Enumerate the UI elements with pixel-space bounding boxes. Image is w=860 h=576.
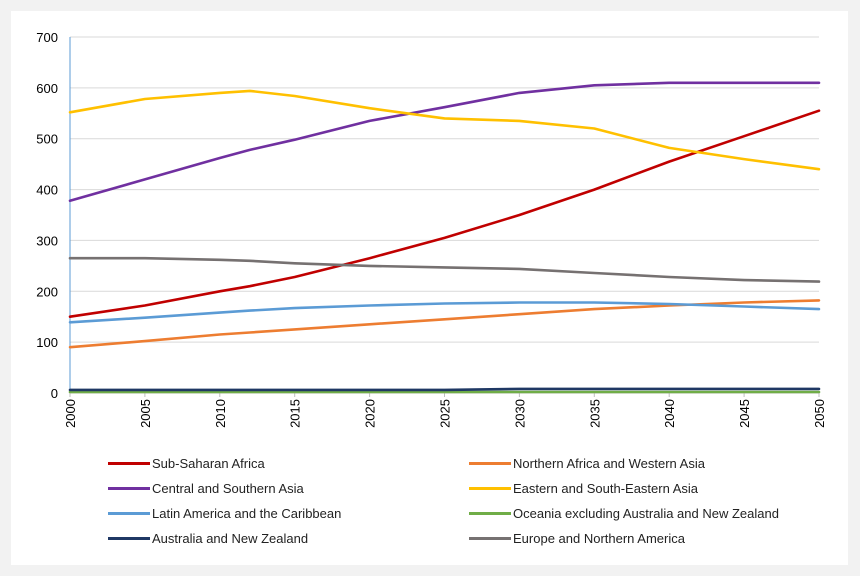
legend-swatch — [469, 461, 511, 465]
legend: Sub-Saharan Africa Northern Africa and We… — [11, 446, 848, 556]
legend-label: Europe and Northern America — [513, 530, 685, 546]
gridlines — [70, 36, 819, 343]
x-tick-label: 2005 — [138, 399, 153, 428]
legend-label: Sub-Saharan Africa — [152, 455, 265, 471]
series-line — [68, 109, 821, 319]
legend-label: Australia and New Zealand — [152, 530, 309, 546]
x-tick-label: 2050 — [812, 399, 827, 428]
y-tick-label: 200 — [36, 284, 58, 299]
legend-item: Australia and New Zealand — [108, 529, 308, 547]
legend-item: Sub-Saharan Africa — [108, 454, 265, 472]
x-tick-label: 2035 — [587, 399, 602, 428]
x-tick-label: 2025 — [438, 399, 453, 428]
y-tick-label: 0 — [51, 386, 58, 401]
legend-item: Central and Southern Asia — [108, 479, 304, 497]
legend-swatch — [469, 486, 511, 490]
x-tick-label: 2045 — [737, 399, 752, 428]
legend-swatch — [108, 486, 150, 490]
legend-swatch — [108, 461, 150, 465]
y-tick-label: 400 — [36, 183, 58, 198]
x-tick-label: 2030 — [512, 399, 527, 428]
x-tick-label: 2020 — [363, 399, 378, 428]
legend-item: Latin America and the Caribbean — [108, 504, 341, 522]
line-chart: 0 100 200 300 400 500 600 700 2000 2005 2010 2015 20… — [36, 30, 827, 428]
series-line — [68, 89, 821, 171]
legend-swatch — [469, 511, 511, 515]
y-tick-label: 300 — [36, 233, 58, 248]
chart-panel: 0 100 200 300 400 500 600 700 2000 2005 2010 2015 20… — [11, 11, 848, 565]
legend-label: Northern Africa and Western Asia — [513, 455, 705, 471]
legend-item: Oceania excluding Australia and New Zeal… — [469, 504, 779, 522]
legend-item: Europe and Northern America — [469, 529, 685, 547]
legend-label: Oceania excluding Australia and New Zeal… — [513, 505, 779, 521]
series-line — [68, 256, 821, 283]
series-line — [68, 301, 821, 324]
y-tick-label: 500 — [36, 132, 58, 147]
legend-swatch — [108, 536, 150, 540]
y-tick-label: 600 — [36, 81, 58, 96]
legend-swatch — [108, 511, 150, 515]
x-tick-label: 2040 — [662, 399, 677, 428]
x-tick-label: 2000 — [63, 399, 78, 428]
series-line — [68, 387, 821, 392]
x-tick-label: 2010 — [213, 399, 228, 428]
legend-swatch — [469, 536, 511, 540]
legend-label: Eastern and South-Eastern Asia — [513, 480, 699, 496]
y-tick-label: 100 — [36, 335, 58, 350]
series-lines — [68, 81, 821, 394]
series-line — [68, 81, 821, 203]
legend-item: Eastern and South-Eastern Asia — [469, 479, 698, 497]
y-tick-label: 700 — [36, 30, 58, 45]
axes: 0 100 200 300 400 500 600 700 2000 2005 2010 2015 20… — [36, 30, 827, 428]
x-tick-label: 2015 — [288, 399, 303, 428]
legend-label: Latin America and the Caribbean — [152, 505, 342, 521]
series-line — [68, 299, 821, 349]
legend-item: Northern Africa and Western Asia — [469, 454, 705, 472]
legend-label: Central and Southern Asia — [152, 480, 304, 496]
